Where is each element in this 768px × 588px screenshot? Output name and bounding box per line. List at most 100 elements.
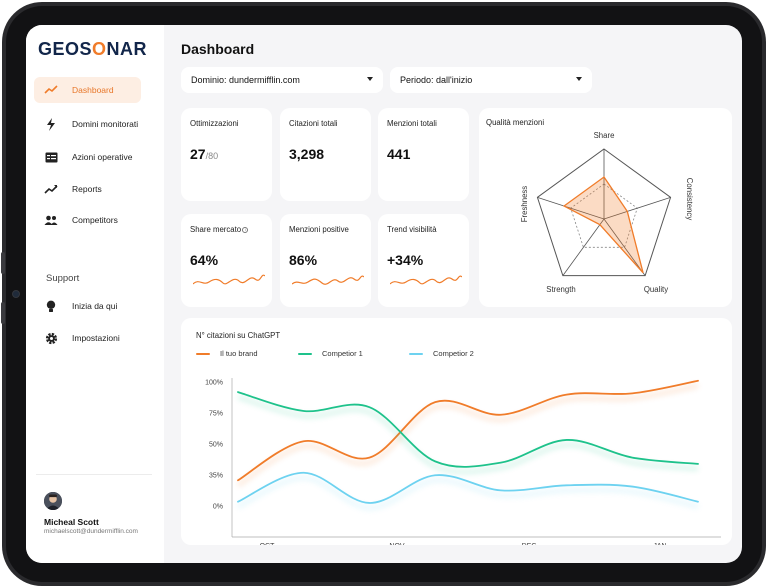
sidebar-item-dashboard[interactable]: Dashboard bbox=[34, 77, 141, 103]
stat-value: 27/80 bbox=[190, 146, 219, 162]
stat-label: Ottimizzazioni bbox=[190, 119, 239, 128]
stat-value: 441 bbox=[387, 146, 411, 162]
y-tick-label: 0% bbox=[213, 504, 223, 511]
stat-label: Share mercato i bbox=[190, 225, 249, 234]
avatar[interactable] bbox=[44, 492, 62, 510]
legend-item-competitor-1: Competior 1 bbox=[298, 349, 363, 358]
legend-swatch bbox=[298, 352, 312, 355]
sidebar-item-label: Inizia da qui bbox=[72, 301, 118, 311]
trend-icon bbox=[44, 83, 58, 97]
sidebar: GEOSONAR Dashboard Domini monitorati Azi… bbox=[26, 25, 164, 563]
series-line bbox=[237, 391, 699, 468]
sidebar-item-label: Domini monitorati bbox=[72, 119, 139, 129]
line-chart: 100% 75% 50% 35% 0% OCT NOV DEC JAN bbox=[205, 378, 721, 545]
domain-select[interactable]: Dominio: dundermifflin.com bbox=[181, 67, 383, 93]
stat-card-ottimizzazioni: Ottimizzazioni 27/80 bbox=[181, 108, 272, 201]
gear-icon bbox=[44, 331, 58, 345]
radar-grid bbox=[536, 148, 672, 277]
sidebar-item-azioni[interactable]: Azioni operative bbox=[34, 144, 141, 170]
stat-value: +34% bbox=[387, 252, 424, 268]
radar-axis-label: Quality bbox=[644, 285, 668, 294]
stat-card-share: Share mercato i 64% bbox=[181, 214, 272, 307]
stat-value: 3,298 bbox=[289, 146, 325, 162]
sidebar-item-label: Reports bbox=[72, 184, 102, 194]
user-name: Micheal Scott bbox=[44, 517, 99, 527]
volume-down-button bbox=[1, 302, 5, 324]
info-icon[interactable]: i bbox=[242, 226, 249, 233]
period-select[interactable]: Periodo: dall'inizio bbox=[390, 67, 592, 93]
domain-select-label: Dominio: bbox=[191, 75, 227, 85]
domain-select-value: dundermifflin.com bbox=[229, 75, 300, 85]
radar-axis-label: Share bbox=[594, 131, 615, 140]
radar-axis-label: Freshness bbox=[520, 186, 529, 223]
stat-value: 86% bbox=[289, 252, 318, 268]
y-tick-label: 75% bbox=[209, 411, 223, 418]
radar-axis-line bbox=[537, 196, 605, 220]
lightbulb-icon bbox=[44, 299, 58, 313]
radar-chart: Share Consistency Quality Strength Freshness bbox=[520, 131, 694, 294]
period-select-value: dall'inizio bbox=[436, 75, 473, 85]
stat-card-citazioni: Citazioni totali 3,298 bbox=[280, 108, 371, 201]
radar-axis-line bbox=[603, 196, 671, 220]
series-line-shadow bbox=[236, 383, 699, 487]
sidebar-item-label: Competitors bbox=[72, 215, 118, 225]
series-line-shadow bbox=[237, 475, 699, 510]
legend-item-competitor-2: Competior 2 bbox=[409, 349, 474, 358]
sparkline bbox=[390, 275, 462, 285]
sidebar-item-impostazioni[interactable]: Impostazioni bbox=[34, 325, 141, 351]
people-icon bbox=[44, 213, 58, 227]
line-chart-card: N° citazioni su ChatGPT Il tuo brand Com… bbox=[181, 318, 732, 545]
x-tick-label: NOV bbox=[389, 543, 405, 545]
sparkline bbox=[292, 275, 364, 285]
stat-label: Menzioni positive bbox=[289, 225, 349, 234]
legend-item-brand: Il tuo brand bbox=[196, 349, 258, 358]
y-tick-label: 50% bbox=[209, 442, 223, 449]
sidebar-item-reports[interactable]: Reports bbox=[34, 176, 141, 202]
app-screen: GEOSONAR Dashboard Domini monitorati Azi… bbox=[26, 25, 742, 563]
camera-icon bbox=[12, 290, 20, 298]
sidebar-item-competitors[interactable]: Competitors bbox=[34, 207, 141, 233]
radar-data-shape bbox=[562, 176, 644, 274]
radar-title: Qualità menzioni bbox=[486, 118, 545, 127]
radar-axis-line bbox=[603, 218, 646, 276]
legend-swatch bbox=[196, 352, 210, 355]
sidebar-item-domini[interactable]: Domini monitorati bbox=[34, 111, 141, 137]
volume-up-button bbox=[1, 252, 5, 274]
sidebar-item-label: Dashboard bbox=[72, 85, 114, 95]
stat-label: Citazioni totali bbox=[289, 119, 338, 128]
x-tick-label: OCT bbox=[260, 543, 276, 545]
chart-up-icon bbox=[44, 182, 58, 196]
radar-card: Qualità menzioni Share Consistency Quality… bbox=[479, 108, 732, 307]
radar-axis-label: Consistency bbox=[685, 178, 694, 221]
support-heading: Support bbox=[46, 273, 80, 284]
stat-label: Trend visibilità bbox=[387, 225, 437, 234]
sparkline bbox=[193, 274, 265, 285]
stat-label: Menzioni totali bbox=[387, 119, 437, 128]
series-line bbox=[237, 379, 699, 482]
series-line bbox=[237, 471, 699, 504]
stat-card-menzioni: Menzioni totali 441 bbox=[378, 108, 469, 201]
radar-axis-line bbox=[562, 218, 605, 276]
x-tick-label: DEC bbox=[522, 543, 537, 545]
y-tick-label: 35% bbox=[209, 473, 223, 480]
chevron-down-icon bbox=[367, 77, 373, 81]
lightning-icon bbox=[44, 117, 58, 131]
y-tick-label: 100% bbox=[205, 380, 223, 387]
radar-axis-label: Strength bbox=[546, 285, 575, 294]
user-email: michaelscott@dundermifflin.com bbox=[44, 528, 138, 535]
sidebar-item-inizia[interactable]: Inizia da qui bbox=[34, 293, 141, 319]
sidebar-divider bbox=[36, 474, 152, 475]
clipboard-icon bbox=[44, 150, 58, 164]
sidebar-item-label: Azioni operative bbox=[72, 152, 133, 162]
chevron-down-icon bbox=[576, 77, 582, 81]
legend-swatch bbox=[409, 352, 423, 355]
series-line-shadow bbox=[237, 395, 699, 474]
period-select-label: Periodo: bbox=[400, 75, 434, 85]
stat-card-positive: Menzioni positive 86% bbox=[280, 214, 371, 307]
stat-card-trend: Trend visibilità +34% bbox=[378, 214, 469, 307]
x-tick-label: JAN bbox=[653, 543, 666, 545]
page-title: Dashboard bbox=[181, 41, 255, 57]
stat-value: 64% bbox=[190, 252, 219, 268]
chart-title: N° citazioni su ChatGPT bbox=[196, 331, 281, 340]
sidebar-item-label: Impostazioni bbox=[72, 333, 120, 343]
